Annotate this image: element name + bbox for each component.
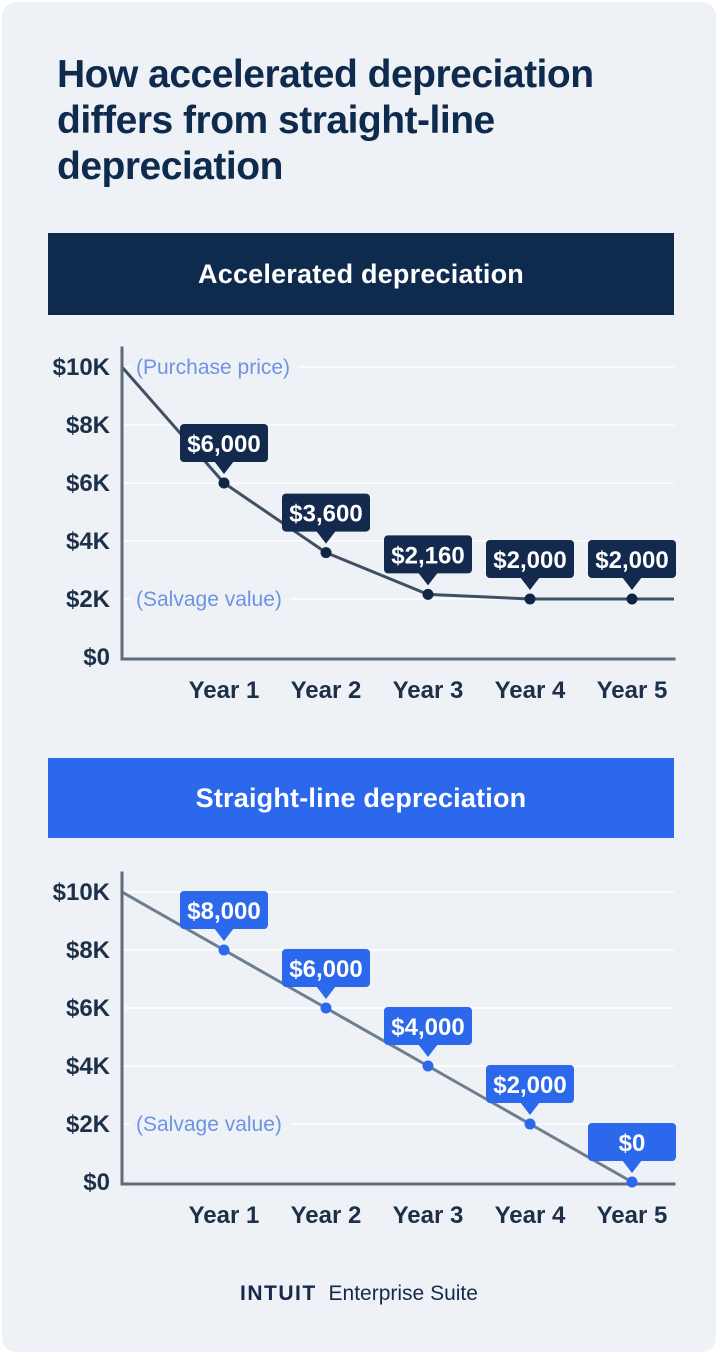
x-tick-label: Year 2 — [291, 1202, 362, 1229]
axis-annotation: (Purchase price) — [130, 354, 299, 382]
y-tick-label: $0 — [83, 644, 110, 671]
svg-text:$2,000: $2,000 — [493, 1072, 566, 1099]
svg-text:$4,000: $4,000 — [391, 1014, 464, 1041]
straight-line-depreciation-chart: (Salvage value) $8,000 $6,000 $4,000 $2,000 $… — [53, 871, 676, 1229]
y-tick-label: $4K — [66, 1053, 111, 1080]
y-tick-label: $2K — [66, 586, 111, 613]
axes — [120, 871, 676, 1186]
page-title: How accelerated depreciation differs fro… — [57, 53, 594, 188]
y-tick-label: $8K — [66, 937, 111, 964]
y-tick-label: $10K — [53, 354, 111, 381]
footer-product-name: Enterprise Suite — [328, 1282, 478, 1305]
svg-text:$3,600: $3,600 — [289, 501, 362, 528]
svg-text:$6,000: $6,000 — [187, 431, 260, 458]
data-point — [524, 593, 536, 605]
value-callout: $2,000 — [486, 1065, 574, 1115]
axis-annotation: (Salvage value) — [130, 586, 290, 614]
svg-text:(Salvage value): (Salvage value) — [136, 1113, 282, 1136]
data-point — [422, 1060, 434, 1072]
svg-text:$2,160: $2,160 — [391, 542, 464, 569]
value-callout: $8,000 — [180, 891, 268, 941]
section-header-accelerated-depreciation: Accelerated depreciation — [48, 233, 674, 315]
value-callout: $2,000 — [588, 540, 676, 590]
y-tick-label: $6K — [66, 470, 111, 497]
footer-branding: INTUIT Enterprise Suite — [2, 1282, 716, 1306]
svg-text:(Purchase price): (Purchase price) — [136, 356, 290, 379]
y-tick-label: $10K — [53, 879, 111, 906]
value-callout: $3,600 — [282, 493, 370, 544]
data-point — [218, 944, 230, 956]
svg-text:$2,000: $2,000 — [493, 547, 566, 574]
data-point — [320, 1002, 332, 1014]
x-tick-label: Year 3 — [393, 677, 464, 704]
svg-text:(Salvage value): (Salvage value) — [136, 588, 282, 611]
value-callout: $2,000 — [486, 540, 574, 590]
svg-text:$0: $0 — [619, 1130, 646, 1157]
intuit-logo: INTUIT — [240, 1282, 317, 1305]
x-tick-label: Year 3 — [393, 1202, 464, 1229]
data-point — [422, 588, 434, 600]
y-tick-label: $8K — [66, 412, 111, 439]
axes — [120, 346, 676, 661]
axis-annotation: (Salvage value) — [130, 1111, 290, 1139]
x-tick-label: Year 5 — [597, 677, 668, 704]
accelerated-depreciation-chart: (Purchase price) (Salvage value) $6,000 $3,… — [53, 346, 676, 704]
value-callout: $2,160 — [384, 535, 472, 586]
value-callout: $0 — [588, 1123, 676, 1173]
x-tick-label: Year 4 — [495, 1202, 566, 1229]
svg-text:$8,000: $8,000 — [187, 898, 260, 925]
data-point — [626, 1176, 638, 1188]
y-tick-label: $0 — [83, 1169, 110, 1196]
data-point — [218, 477, 230, 489]
data-point — [524, 1118, 536, 1130]
svg-text:$6,000: $6,000 — [289, 956, 362, 983]
section-header-straight-line-depreciation: Straight-line depreciation — [48, 758, 674, 838]
section-header-accelerated-label: Accelerated depreciation — [198, 258, 524, 289]
value-callout: $6,000 — [180, 424, 268, 474]
y-tick-label: $2K — [66, 1111, 111, 1138]
value-callout: $4,000 — [384, 1007, 472, 1057]
x-tick-label: Year 5 — [597, 1202, 668, 1229]
x-tick-label: Year 2 — [291, 677, 362, 704]
x-tick-label: Year 1 — [189, 677, 260, 704]
x-tick-label: Year 4 — [495, 677, 566, 704]
x-tick-label: Year 1 — [189, 1202, 260, 1229]
data-point — [320, 547, 332, 559]
y-tick-label: $6K — [66, 995, 111, 1022]
y-tick-label: $4K — [66, 528, 111, 555]
data-point — [626, 593, 638, 605]
value-callout: $6,000 — [282, 949, 370, 999]
section-header-straight-line-label: Straight-line depreciation — [195, 782, 527, 813]
svg-text:$2,000: $2,000 — [595, 547, 668, 574]
series-line — [121, 890, 633, 1184]
